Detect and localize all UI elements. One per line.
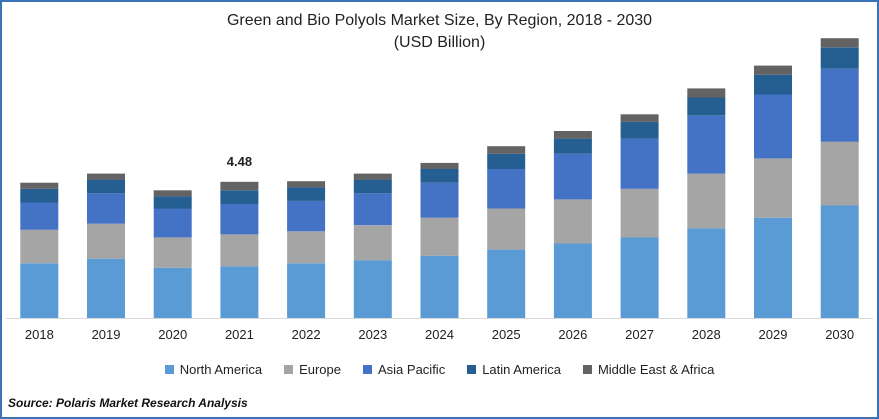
bar-segment-2018-north-america xyxy=(20,263,59,318)
bar-segment-2028-north-america xyxy=(687,228,726,318)
bar-segment-2019-north-america xyxy=(87,258,125,318)
bar-segment-2026-latin-america xyxy=(553,138,592,154)
bar-segment-2029-latin-america xyxy=(754,74,792,95)
chart-title: Green and Bio Polyols Market Size, By Re… xyxy=(226,12,653,29)
bar-segment-2020-middle-east-africa xyxy=(153,190,192,197)
bar-segment-2019-europe xyxy=(87,223,125,259)
bar-segment-2020-asia-pacific xyxy=(153,208,192,238)
bar-segment-2027-latin-america xyxy=(620,121,659,139)
bar-segment-2027-europe xyxy=(620,188,659,238)
x-tick-label: 2021 xyxy=(225,327,254,342)
bar-segment-2024-north-america xyxy=(420,255,459,318)
bar-segment-2022-asia-pacific xyxy=(287,200,326,232)
bar-segment-2023-north-america xyxy=(353,260,392,318)
bar-segment-2030-middle-east-africa xyxy=(820,38,859,48)
bar-segment-2020-europe xyxy=(153,237,192,268)
legend-swatch xyxy=(164,365,174,374)
bar-segment-2021-north-america xyxy=(220,266,259,318)
bar-segment-2025-middle-east-africa xyxy=(487,146,526,154)
bar-segment-2024-latin-america xyxy=(420,169,459,183)
bar-segment-2026-north-america xyxy=(553,243,592,318)
bar-segment-2018-middle-east-africa xyxy=(20,182,59,189)
bar-segment-2025-latin-america xyxy=(487,153,526,169)
x-tick-label: 2030 xyxy=(825,327,854,342)
bar-segment-2024-europe xyxy=(420,217,459,256)
bar-segment-2023-middle-east-africa xyxy=(353,173,392,180)
data-label-2021: 4.48 xyxy=(227,154,252,169)
bar-segment-2019-latin-america xyxy=(87,179,125,194)
legend-swatch xyxy=(363,365,372,374)
bar-segment-2024-asia-pacific xyxy=(420,182,459,218)
legend-label: Middle East & Africa xyxy=(597,362,715,377)
bar-segment-2029-middle-east-africa xyxy=(754,65,792,75)
bar-segment-2028-europe xyxy=(687,173,726,229)
bar-segment-2030-latin-america xyxy=(820,47,859,69)
bar-segment-2018-latin-america xyxy=(20,188,59,203)
bar-segment-2027-middle-east-africa xyxy=(620,114,659,122)
bar-segment-2025-asia-pacific xyxy=(487,169,526,209)
bar-segment-2026-asia-pacific xyxy=(553,153,592,200)
bar-segment-2029-asia-pacific xyxy=(754,94,792,159)
bar-segment-2028-middle-east-africa xyxy=(687,88,726,98)
bar-segment-2028-asia-pacific xyxy=(687,115,726,174)
legend-swatch xyxy=(582,365,592,374)
x-tick-label: 2020 xyxy=(158,327,187,342)
bar-segment-2028-latin-america xyxy=(687,97,726,116)
x-tick-label: 2019 xyxy=(92,327,121,342)
bar-segment-2018-asia-pacific xyxy=(20,202,59,230)
bar-segment-2018-europe xyxy=(20,229,59,264)
legend-label: Latin America xyxy=(482,362,561,377)
x-tick-label: 2018 xyxy=(25,327,54,342)
chart-legend: North America Europe Asia Pacific Latin Ame… xyxy=(0,362,879,377)
bar-segment-2024-middle-east-africa xyxy=(420,162,459,169)
bar-segment-2021-latin-america xyxy=(220,190,259,204)
x-tick-label: 2025 xyxy=(492,327,521,342)
x-tick-label: 2026 xyxy=(558,327,587,342)
legend-label: Europe xyxy=(299,362,341,377)
legend-swatch xyxy=(284,365,294,374)
legend-item-middle-east-africa: Middle East & Africa xyxy=(582,362,715,377)
bar-segment-2022-latin-america xyxy=(287,187,326,201)
bar-segment-2020-north-america xyxy=(153,267,192,318)
bar-segment-2026-middle-east-africa xyxy=(553,131,592,139)
legend-item-latin-america: Latin America xyxy=(467,362,561,377)
bar-segment-2027-asia-pacific xyxy=(620,138,659,189)
legend-item-asia-pacific: Asia Pacific xyxy=(363,362,445,377)
bar-segment-2019-asia-pacific xyxy=(87,193,125,224)
bar-segment-2019-middle-east-africa xyxy=(87,173,125,180)
bar-segment-2030-asia-pacific xyxy=(820,68,859,142)
bar-segment-2027-north-america xyxy=(620,237,659,318)
legend-label: North America xyxy=(179,362,263,377)
bar-segment-2020-latin-america xyxy=(153,196,192,209)
bar-segment-2029-north-america xyxy=(754,217,792,318)
bar-segment-2026-europe xyxy=(553,199,592,244)
x-tick-label: 2024 xyxy=(425,327,454,342)
bar-segment-2022-europe xyxy=(287,231,326,264)
x-tick-label: 2022 xyxy=(292,327,321,342)
bar-segment-2021-europe xyxy=(220,234,259,267)
source-note: Source: Polaris Market Research Analysis xyxy=(8,396,248,410)
bar-segment-2030-north-america xyxy=(820,205,859,318)
bar-segment-2021-asia-pacific xyxy=(220,204,259,235)
x-tick-label: 2029 xyxy=(759,327,788,342)
bar-segment-2023-latin-america xyxy=(353,179,392,194)
bar-segment-2022-north-america xyxy=(287,263,326,318)
bar-segment-2021-middle-east-africa xyxy=(220,181,259,191)
legend-swatch xyxy=(467,365,477,374)
legend-item-north-america: North America xyxy=(164,362,263,377)
legend-label: Asia Pacific xyxy=(378,362,446,377)
bar-segment-2023-asia-pacific xyxy=(353,193,392,226)
bar-segment-2023-europe xyxy=(353,225,392,261)
chart-subtitle: (USD Billion) xyxy=(393,34,486,51)
bar-segment-2030-europe xyxy=(820,141,859,206)
bar-segment-2022-middle-east-africa xyxy=(287,181,326,188)
x-tick-label: 2023 xyxy=(358,327,387,342)
bar-segment-2029-europe xyxy=(754,158,792,218)
x-tick-label: 2027 xyxy=(625,327,654,342)
bar-segment-2025-europe xyxy=(487,208,526,250)
x-tick-label: 2028 xyxy=(692,327,721,342)
bar-segment-2025-north-america xyxy=(487,249,526,318)
legend-item-europe: Europe xyxy=(284,362,341,377)
